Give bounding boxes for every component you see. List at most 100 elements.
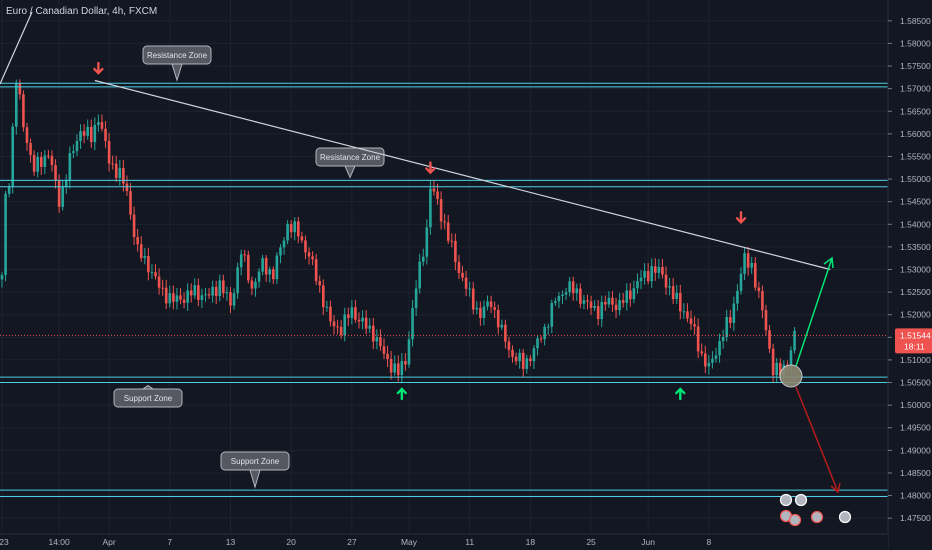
trendline-segment[interactable] xyxy=(0,11,33,85)
candle xyxy=(746,253,750,268)
zone-label-pointer xyxy=(141,384,155,390)
y-tick-label: 1.48500 xyxy=(900,468,931,478)
candle xyxy=(696,326,700,352)
event-marker-icon[interactable] xyxy=(810,510,824,524)
zone-label-pointer xyxy=(344,165,356,179)
event-marker-icon[interactable] xyxy=(838,510,852,524)
candle xyxy=(596,306,600,320)
trendline[interactable] xyxy=(94,79,831,271)
candle xyxy=(214,286,218,296)
candle xyxy=(346,314,350,318)
candle xyxy=(118,167,122,179)
candle xyxy=(197,285,200,300)
candle xyxy=(382,346,386,354)
candle xyxy=(247,254,250,281)
candle xyxy=(582,300,586,304)
candle xyxy=(275,255,279,280)
candle xyxy=(257,271,261,282)
candle xyxy=(464,277,468,289)
candle xyxy=(771,348,775,376)
x-tick-label: 18 xyxy=(526,537,536,547)
y-tick-label: 1.49000 xyxy=(900,445,931,455)
sell-arrow-icon xyxy=(425,161,436,175)
candle xyxy=(493,307,496,310)
candle xyxy=(579,288,582,304)
candle xyxy=(703,353,707,367)
candle xyxy=(332,321,336,327)
candle xyxy=(511,349,514,357)
y-tick-label: 1.57500 xyxy=(900,61,931,71)
candle xyxy=(18,83,22,95)
time-axis xyxy=(0,534,888,550)
candle xyxy=(689,318,693,325)
candle xyxy=(339,326,343,336)
x-tick-label: 13 xyxy=(226,537,236,547)
candle xyxy=(300,236,304,241)
candle xyxy=(546,326,550,328)
candle xyxy=(778,362,782,376)
zone-label-text: Resistance Zone xyxy=(320,153,381,162)
candle xyxy=(636,281,639,289)
bull-projection-arrowhead xyxy=(823,256,834,269)
candle xyxy=(254,281,257,289)
candle xyxy=(421,256,425,262)
candle xyxy=(4,193,7,275)
candle xyxy=(711,358,714,363)
candle xyxy=(450,240,454,242)
candle xyxy=(686,311,689,319)
candle xyxy=(400,361,404,376)
candle xyxy=(75,141,79,152)
candle xyxy=(261,258,264,272)
candle xyxy=(179,295,182,300)
x-tick-label: 8 xyxy=(706,537,711,547)
y-tick-label: 1.50500 xyxy=(900,378,931,388)
candle xyxy=(100,122,104,129)
candle xyxy=(629,290,632,300)
candle xyxy=(761,291,764,311)
candle xyxy=(147,256,150,273)
x-tick-label: 27 xyxy=(347,537,357,547)
candle xyxy=(189,290,193,296)
candle xyxy=(107,141,111,164)
candle xyxy=(764,310,768,331)
event-marker-icon[interactable] xyxy=(788,513,802,527)
event-marker-icon[interactable] xyxy=(779,493,793,507)
candle xyxy=(725,317,729,337)
candle xyxy=(496,309,500,328)
candle xyxy=(618,300,621,311)
candle xyxy=(168,293,172,304)
x-tick-label: 23 xyxy=(0,537,9,547)
candle xyxy=(89,126,93,143)
candle xyxy=(293,221,297,233)
candle xyxy=(539,338,543,340)
candle xyxy=(336,326,339,328)
candle xyxy=(625,290,629,303)
candle xyxy=(604,301,607,305)
zone-label-pointer xyxy=(171,63,183,82)
candle xyxy=(646,270,650,282)
candle xyxy=(500,324,504,328)
zone-label-text: Support Zone xyxy=(124,394,173,403)
candle xyxy=(111,163,114,165)
candle xyxy=(436,191,439,200)
candle xyxy=(39,157,43,167)
candle xyxy=(82,131,86,136)
y-tick-label: 1.57000 xyxy=(900,84,931,94)
buy-arrow-icon xyxy=(396,387,408,401)
y-tick-label: 1.50000 xyxy=(900,400,931,410)
candle xyxy=(325,306,329,308)
y-tick-label: 1.58000 xyxy=(900,38,931,48)
candle xyxy=(32,154,36,172)
candle xyxy=(229,292,232,306)
y-tick-label: 1.56500 xyxy=(900,106,931,116)
bear-projection-arrowhead xyxy=(830,482,841,494)
price-tag xyxy=(895,328,932,354)
candle xyxy=(232,293,236,306)
event-marker-icon[interactable] xyxy=(794,493,808,507)
x-tick-label: Jun xyxy=(641,537,655,547)
candle xyxy=(218,280,222,296)
candle xyxy=(250,280,254,289)
candle xyxy=(207,294,211,296)
x-tick-label: 7 xyxy=(167,537,172,547)
